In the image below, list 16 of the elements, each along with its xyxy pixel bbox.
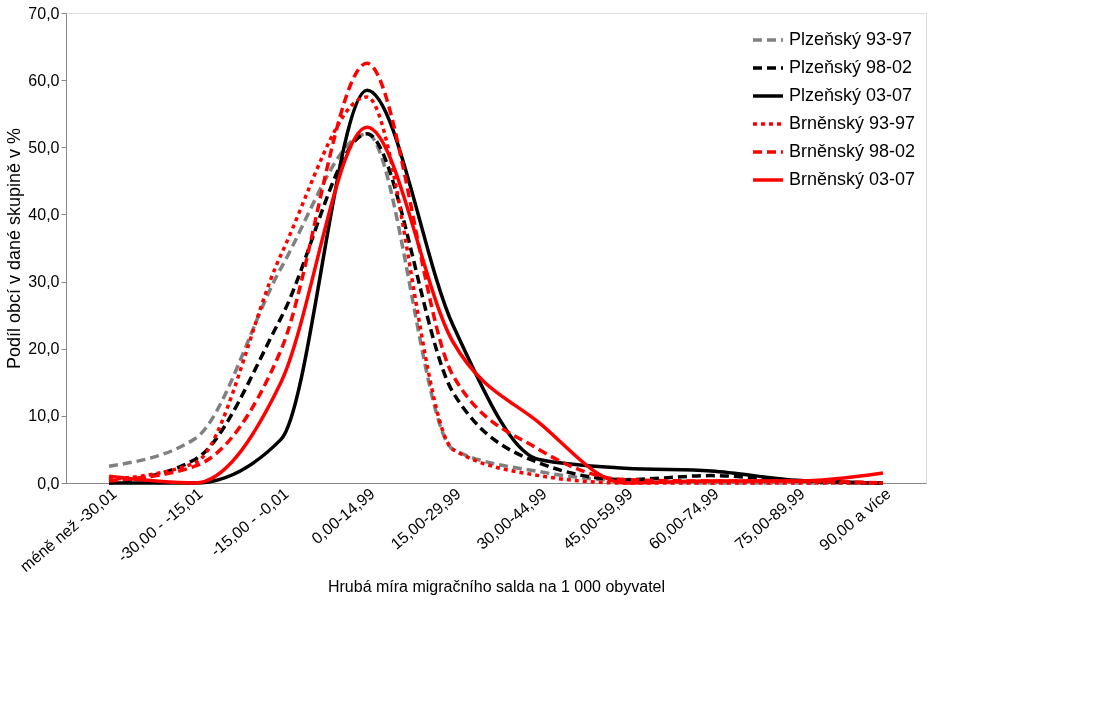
legend-label: Plzeňský 98-02 xyxy=(789,57,913,77)
y-tick-label: 60,0 xyxy=(28,71,60,89)
legend-label: Brněnský 93-97 xyxy=(789,113,916,133)
y-tick-label: 70,0 xyxy=(28,4,60,22)
y-tick-label: 20,0 xyxy=(28,340,60,358)
x-axis-title: Hrubá míra migračního salda na 1 000 obyvatel xyxy=(327,577,666,595)
y-axis-title: Podíl obcí v dané skupině v % xyxy=(4,127,25,370)
y-tick-label: 30,0 xyxy=(28,273,60,291)
y-tick-label: 0,0 xyxy=(37,474,60,492)
y-tick-label: 50,0 xyxy=(28,138,60,156)
legend-label: Brněnský 03-07 xyxy=(789,169,916,189)
legend-label: Plzeňský 03-07 xyxy=(789,85,913,105)
y-tick-label: 10,0 xyxy=(28,407,60,425)
legend-label: Brněnský 98-02 xyxy=(789,141,916,161)
y-tick-label: 40,0 xyxy=(28,205,60,223)
legend-label: Plzeňský 93-97 xyxy=(789,29,913,49)
